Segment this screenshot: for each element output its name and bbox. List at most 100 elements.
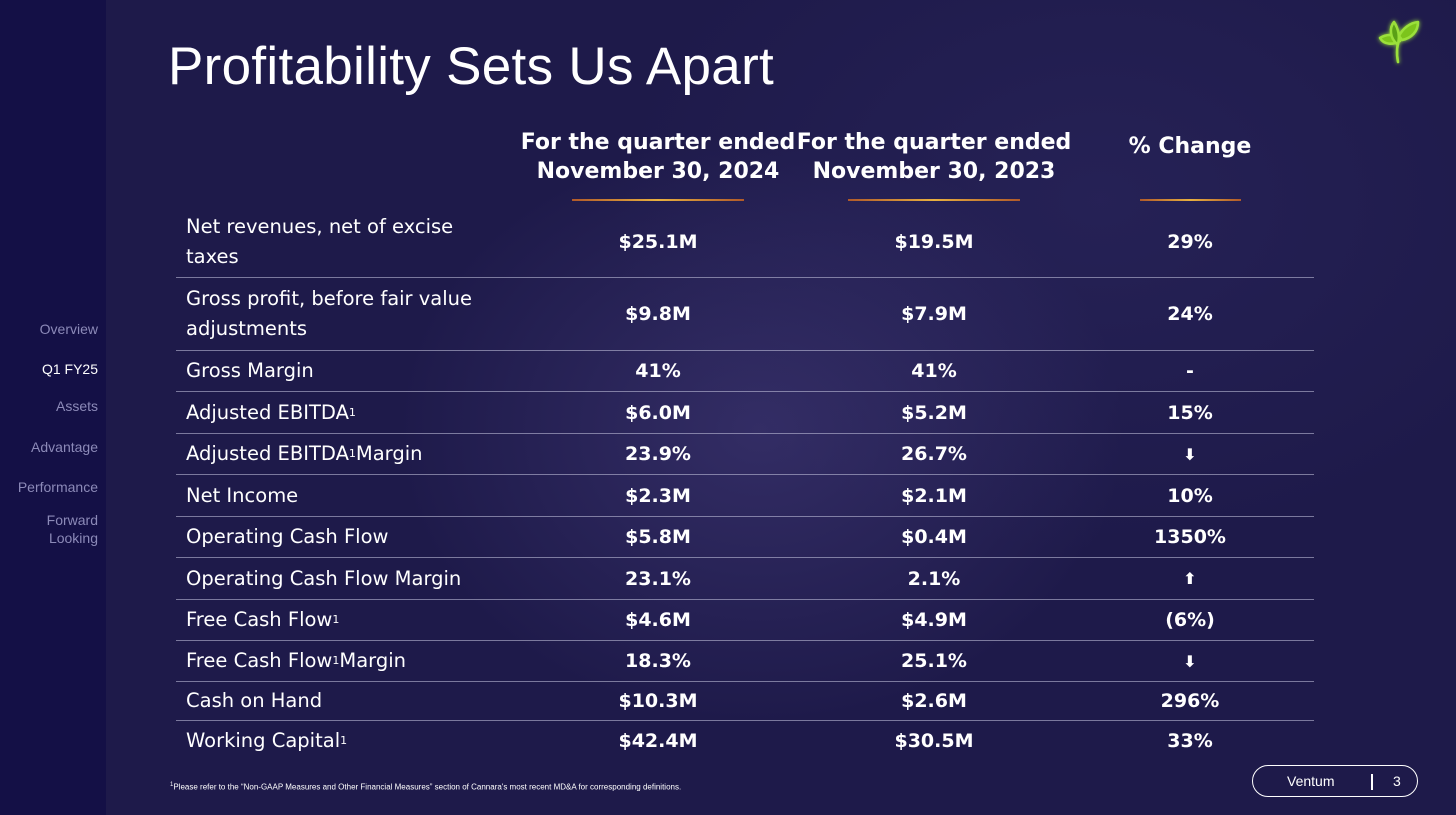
footnote-text: Please refer to the “Non-GAAP Measures a… — [173, 782, 682, 792]
row-label: Net Income — [186, 475, 506, 516]
table-row: Adjusted EBITDA 1 $6.0M $5.2M 15% — [176, 392, 1314, 434]
table-row: Free Cash Flow 1 $4.6M $4.9M (6%) — [176, 600, 1314, 641]
arrow-down-icon: ⬇ — [1183, 444, 1197, 464]
table-row: Operating Cash Flow $5.8M $0.4M 1350% — [176, 517, 1314, 558]
value-prior: $2.6M — [901, 690, 967, 712]
leaf-logo-icon — [1378, 20, 1420, 64]
sidebar: Overview Q1 FY25 Assets Advantage Perfor… — [0, 0, 106, 815]
value-prior: 41% — [911, 360, 957, 382]
value-prior: 25.1% — [901, 650, 967, 672]
table-row: Net Income $2.3M $2.1M 10% — [176, 475, 1314, 517]
table-row: Operating Cash Flow Margin 23.1% 2.1% ⬆ — [176, 558, 1314, 600]
table-row: Net revenues, net of excise taxes $25.1M… — [176, 207, 1314, 278]
value-change: - — [1186, 360, 1194, 382]
footnote-marker: 1 — [170, 782, 174, 788]
row-label-tail: Margin — [339, 649, 406, 672]
value-prior: $7.9M — [901, 303, 967, 325]
value-prior: $4.9M — [901, 609, 967, 631]
value-prior: 2.1% — [907, 567, 961, 590]
value-prior: $2.1M — [901, 484, 967, 507]
value-current: $2.3M — [625, 484, 691, 507]
brand-divider — [1371, 774, 1373, 790]
nav-item-assets[interactable]: Assets — [55, 398, 98, 414]
value-current: $25.1M — [618, 231, 698, 253]
value-change: 296% — [1160, 690, 1220, 712]
column-header-current-line2: November 30, 2024 — [536, 159, 780, 184]
row-label-text: Net revenues, net of excise taxes — [186, 215, 454, 268]
column-header-change: % Change — [1128, 134, 1252, 159]
nav-item-advantage[interactable]: Advantage — [31, 439, 98, 455]
page-title: Profitability Sets Us Apart — [168, 37, 775, 96]
row-label: Cash on Hand — [186, 682, 506, 720]
value-change: 10% — [1167, 484, 1213, 507]
row-label-tail: Margin — [355, 442, 423, 465]
page-number: 3 — [1393, 773, 1401, 789]
value-prior: $30.5M — [894, 730, 974, 752]
value-prior: $5.2M — [901, 401, 967, 424]
row-label-text: Free Cash Flow — [186, 608, 333, 631]
row-label: Free Cash Flow 1 — [186, 600, 506, 640]
table-row: Adjusted EBITDA 1 Margin 23.9% 26.7% ⬇ — [176, 434, 1314, 475]
row-label: Net revenues, net of excise taxes — [186, 207, 506, 277]
value-change: 29% — [1167, 231, 1213, 253]
value-prior: $0.4M — [901, 526, 967, 548]
table-row: Gross Margin 41% 41% - — [176, 351, 1314, 392]
value-current: 23.1% — [625, 567, 691, 590]
column-header-current: For the quarter ended November 30, 2024 — [520, 128, 796, 186]
nav-item-performance[interactable]: Performance — [17, 479, 98, 495]
value-current: 23.9% — [625, 443, 691, 465]
arrow-up-icon: ⬆ — [1183, 569, 1197, 588]
row-label: Adjusted EBITDA 1 — [186, 392, 506, 433]
column-underline-current — [572, 199, 744, 201]
nav-item-q1-fy25[interactable]: Q1 FY25 — [41, 361, 98, 377]
nav-item-forward-looking[interactable]: Forward Looking — [46, 512, 98, 546]
row-label-text: Cash on Hand — [186, 689, 323, 712]
value-change: 1350% — [1154, 526, 1226, 548]
value-current: $10.3M — [618, 690, 698, 712]
row-label-text: Net Income — [186, 483, 299, 507]
row-label-text: Free Cash Flow — [186, 649, 333, 672]
row-label: Free Cash Flow 1 Margin — [186, 641, 506, 681]
value-current: $6.0M — [625, 401, 691, 424]
table-row: Working Capital 1 $42.4M $30.5M 33% — [176, 721, 1314, 761]
column-underline-prior — [848, 199, 1020, 201]
value-current: $4.6M — [625, 609, 691, 631]
footnote: 1Please refer to the “Non-GAAP Measures … — [170, 782, 681, 792]
column-header-prior-line1: For the quarter ended — [796, 130, 1072, 155]
value-prior: $19.5M — [894, 231, 974, 253]
row-label: Operating Cash Flow Margin — [186, 558, 506, 599]
row-label-text: Adjusted EBITDA — [186, 442, 349, 465]
brand-badge: Ventum 3 — [1252, 765, 1418, 797]
value-current: $5.8M — [625, 526, 691, 548]
row-label-text: Working Capital — [186, 729, 341, 752]
value-change: 15% — [1167, 401, 1213, 424]
column-header-prior-line2: November 30, 2023 — [812, 159, 1056, 184]
column-underline-change — [1140, 199, 1241, 201]
table-row: Gross profit, before fair value adjustme… — [176, 278, 1314, 351]
row-label: Adjusted EBITDA 1 Margin — [186, 434, 506, 474]
table-row: Cash on Hand $10.3M $2.6M 296% — [176, 682, 1314, 721]
row-label: Gross Margin — [186, 351, 506, 391]
row-label-text: Adjusted EBITDA — [186, 400, 349, 424]
column-header-prior: For the quarter ended November 30, 2023 — [796, 128, 1072, 186]
row-label: Operating Cash Flow — [186, 517, 506, 557]
row-label-text: Gross Margin — [186, 359, 314, 382]
value-current: 18.3% — [625, 650, 691, 672]
arrow-down-icon: ⬇ — [1183, 651, 1197, 671]
value-current: 41% — [635, 360, 681, 382]
row-label-text: Operating Cash Flow — [186, 525, 389, 548]
row-label-text: Gross profit, before fair value adjustme… — [186, 287, 473, 340]
brand-name: Ventum — [1287, 773, 1335, 789]
value-current: $42.4M — [618, 730, 698, 752]
value-change: (6%) — [1165, 609, 1215, 631]
nav-item-overview[interactable]: Overview — [39, 321, 98, 337]
value-prior: 26.7% — [901, 443, 967, 465]
column-header-current-line1: For the quarter ended — [520, 130, 796, 155]
row-label: Gross profit, before fair value adjustme… — [186, 278, 506, 350]
value-current: $9.8M — [625, 303, 691, 325]
table-row: Free Cash Flow 1 Margin 18.3% 25.1% ⬇ — [176, 641, 1314, 682]
row-label: Working Capital 1 — [186, 721, 506, 761]
value-change: 33% — [1167, 730, 1213, 752]
row-label-text: Operating Cash Flow Margin — [186, 566, 462, 590]
value-change: 24% — [1167, 303, 1213, 325]
